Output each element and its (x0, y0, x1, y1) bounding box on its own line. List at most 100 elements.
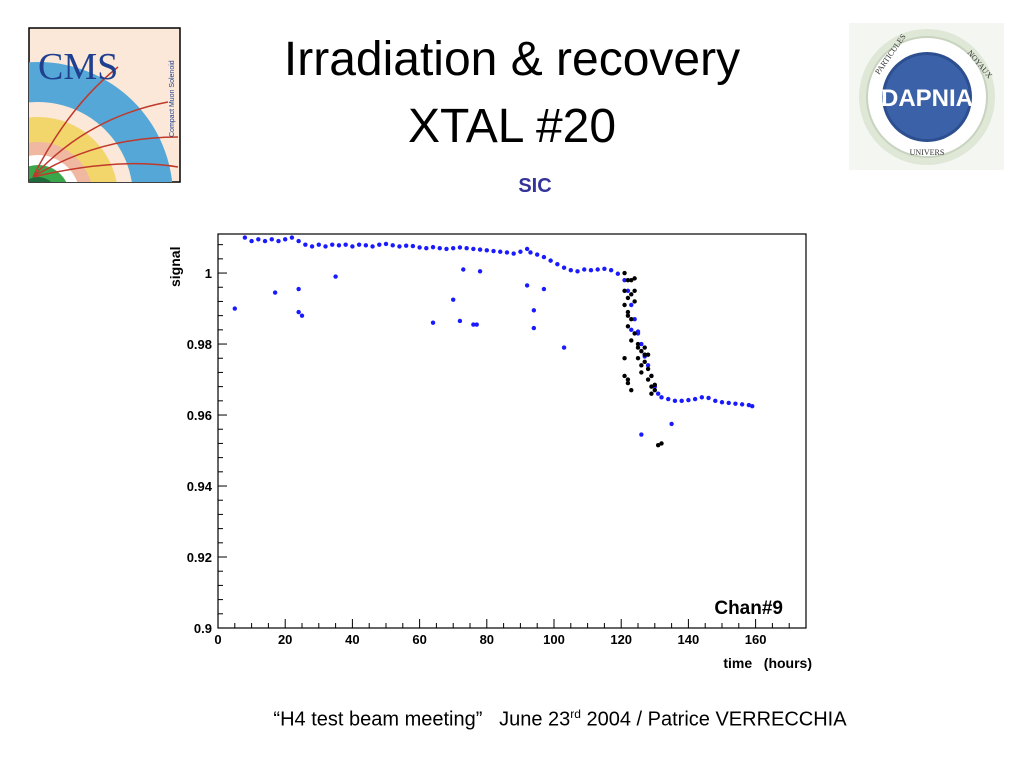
data-point-blue (639, 341, 644, 347)
x-tick-label: 160 (745, 632, 767, 647)
x-tick-labels: 0 20 40 60 80 100 120 140 160 (214, 632, 766, 647)
dapnia-logo: DAPNIA PARTICULES NOYAUX UNIVERS (849, 23, 1004, 170)
data-point-black (625, 380, 631, 386)
y-tick-label: 0.9 (194, 621, 212, 636)
data-point-blue (350, 244, 355, 249)
data-point-blue (582, 267, 587, 272)
data-point-black (659, 441, 664, 446)
data-point-blue (464, 245, 469, 251)
x-tick-label: 140 (678, 632, 700, 647)
data-point-black (649, 384, 654, 389)
data-point-blue (666, 396, 671, 402)
data-point-blue (750, 403, 755, 409)
data-point-black (632, 288, 637, 293)
data-point-blue (491, 248, 496, 254)
data-point-blue (531, 308, 537, 313)
data-point-blue (256, 237, 261, 242)
data-point-blue (625, 288, 631, 293)
data-point-blue (430, 320, 436, 325)
data-point-blue (242, 235, 248, 240)
data-point-blue (518, 249, 523, 254)
data-point-blue (645, 363, 651, 368)
slide-subtitle: SIC (518, 175, 552, 197)
axis-ticks (217, 244, 807, 629)
y-tick-label: 1 (205, 266, 212, 281)
data-point-blue (457, 318, 463, 324)
y-tick-label: 0.98 (187, 337, 212, 352)
data-point-black (622, 288, 627, 293)
data-point-black (625, 277, 631, 283)
data-point-blue (471, 246, 476, 252)
data-point-blue (746, 402, 752, 408)
data-point-black (652, 382, 657, 388)
dapnia-logo-ring-bottom: UNIVERS (910, 148, 945, 157)
data-point-black (645, 377, 651, 382)
x-tick-label: 120 (610, 632, 632, 647)
data-point-blue (622, 277, 627, 283)
data-point-black (632, 299, 637, 304)
cms-logo-subtext: Compact Muon Solenoid (169, 60, 176, 137)
data-point-black (649, 373, 654, 379)
data-point-black (642, 352, 647, 357)
data-point-blue (269, 237, 274, 242)
data-point-blue (733, 401, 738, 406)
data-point-blue (635, 329, 641, 334)
data-points (232, 235, 755, 448)
data-point-blue (444, 246, 449, 252)
data-point-blue (498, 249, 503, 254)
data-point-blue (330, 242, 335, 247)
data-point-black (632, 276, 637, 281)
data-point-blue (541, 254, 547, 260)
data-point-blue (632, 316, 637, 322)
data-point-blue (524, 246, 530, 252)
data-point-black (622, 270, 627, 276)
data-point-black (635, 356, 641, 361)
data-point-blue (356, 242, 362, 247)
data-point-blue (397, 244, 402, 249)
x-tick-label: 60 (412, 632, 426, 647)
data-point-blue (316, 242, 321, 247)
data-point-blue (451, 245, 456, 251)
x-axis-label: time (hours) (723, 655, 812, 671)
data-point-black (635, 341, 641, 347)
data-point-blue (602, 266, 607, 271)
data-point-blue (451, 297, 456, 302)
data-point-blue (296, 309, 301, 315)
data-point-blue (377, 242, 382, 247)
footer-date: June 23 (499, 708, 571, 731)
data-point-black (629, 292, 634, 297)
data-point-blue (541, 286, 547, 292)
data-point-blue (568, 268, 573, 273)
data-point-blue (370, 244, 375, 249)
data-point-blue (535, 252, 540, 257)
data-point-black (625, 324, 631, 329)
data-point-blue (511, 251, 516, 256)
data-point-blue (309, 244, 315, 249)
data-point-blue (410, 243, 416, 249)
data-point-black (622, 373, 627, 379)
data-point-black (629, 277, 634, 283)
data-point-blue (561, 265, 567, 270)
data-point-blue (528, 250, 533, 255)
data-point-black (655, 442, 661, 448)
data-point-blue (524, 283, 530, 288)
data-point-blue (276, 238, 281, 244)
data-point-blue (555, 261, 560, 267)
y-tick-label: 0.96 (187, 408, 212, 423)
data-point-blue (390, 243, 395, 248)
data-point-blue (262, 238, 268, 244)
slide-title-line1: Irradiation & recovery (283, 33, 741, 86)
data-point-blue (629, 327, 634, 333)
data-point-blue (484, 248, 489, 253)
data-point-blue (296, 286, 301, 292)
data-point-black (639, 370, 644, 375)
data-point-blue (719, 400, 725, 405)
data-point-black (642, 345, 647, 350)
data-point-blue (272, 290, 278, 295)
data-point-black (622, 302, 627, 308)
data-point-blue (336, 243, 342, 248)
data-point-blue (639, 432, 644, 437)
data-point-blue (669, 421, 674, 427)
data-point-black (642, 359, 647, 364)
data-point-blue (471, 322, 476, 327)
